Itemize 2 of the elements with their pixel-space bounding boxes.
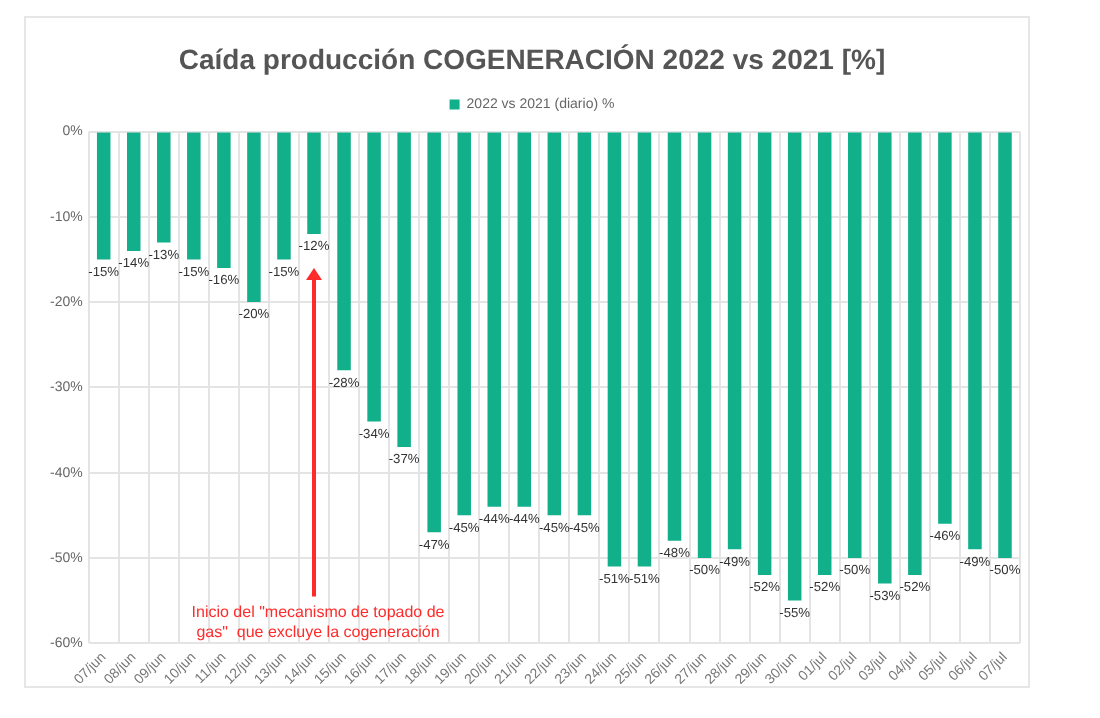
chart-title: Caída producción COGENERACIÓN 2022 vs 2021 [%]: [178, 42, 886, 75]
annotation: Inicio del "mecanismo de topado de gas" que excluye la cogeneración: [191, 602, 446, 641]
